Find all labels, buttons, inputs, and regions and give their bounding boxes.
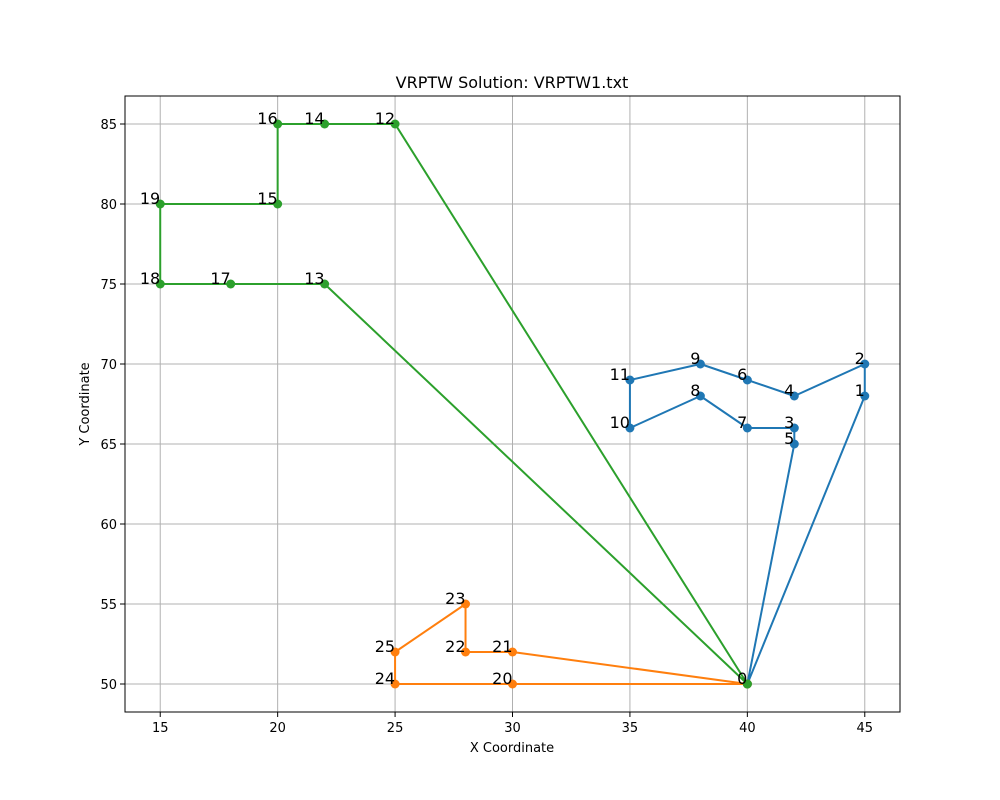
y-tick-label: 55 bbox=[100, 598, 117, 613]
route-1-point bbox=[695, 391, 705, 401]
node-label: 18 bbox=[140, 269, 160, 288]
y-tick-label: 60 bbox=[100, 518, 117, 533]
y-tick-label: 50 bbox=[100, 678, 117, 693]
node-label: 1 bbox=[855, 381, 865, 400]
y-tick-label: 85 bbox=[100, 118, 117, 133]
node-label: 10 bbox=[610, 413, 630, 432]
node-label: 15 bbox=[257, 189, 277, 208]
node-label: 22 bbox=[445, 637, 465, 656]
x-tick-label: 30 bbox=[504, 721, 521, 736]
y-axis-label: Y Coordinate bbox=[78, 362, 93, 446]
x-tick-label: 25 bbox=[387, 721, 404, 736]
node-label: 0 bbox=[737, 669, 747, 688]
route-1-point bbox=[789, 391, 799, 401]
node-label: 11 bbox=[610, 365, 630, 384]
route-1-point bbox=[625, 423, 635, 433]
route-1-point bbox=[789, 439, 799, 449]
node-label: 23 bbox=[445, 589, 465, 608]
y-tick-label: 65 bbox=[100, 438, 117, 453]
node-label: 2 bbox=[855, 349, 865, 368]
route-2-point bbox=[461, 647, 471, 657]
route-1-point bbox=[742, 375, 752, 385]
node-label: 8 bbox=[690, 381, 700, 400]
route-line-2 bbox=[394, 603, 748, 685]
node-label: 21 bbox=[492, 637, 512, 656]
x-tick-label: 40 bbox=[739, 721, 756, 736]
node-label: 9 bbox=[690, 349, 700, 368]
y-tick-label: 75 bbox=[100, 278, 117, 293]
route-2-point bbox=[390, 679, 400, 689]
route-3-point bbox=[320, 119, 330, 129]
route-2-point bbox=[461, 599, 471, 609]
route-2-point bbox=[508, 647, 517, 657]
x-axis-label: X Coordinate bbox=[470, 741, 554, 756]
route-1-point bbox=[860, 359, 870, 369]
node-label: 12 bbox=[375, 109, 395, 128]
x-tick-label: 45 bbox=[856, 721, 873, 736]
route-3-point bbox=[390, 119, 400, 129]
route-3-point bbox=[273, 199, 283, 209]
plot-frame bbox=[124, 95, 901, 713]
route-3-point bbox=[742, 679, 752, 689]
x-tick-label: 20 bbox=[269, 721, 286, 736]
node-label: 20 bbox=[492, 669, 512, 688]
route-1-point bbox=[789, 423, 799, 433]
route-1-point bbox=[695, 359, 705, 369]
route-2-point bbox=[508, 679, 517, 689]
x-tick-label: 15 bbox=[152, 721, 169, 736]
node-label: 17 bbox=[210, 269, 230, 288]
route-3-point bbox=[155, 199, 165, 209]
node-label: 14 bbox=[304, 109, 324, 128]
node-label: 16 bbox=[257, 109, 277, 128]
y-tick-label: 70 bbox=[100, 358, 117, 373]
chart-title: VRPTW Solution: VRPTW1.txt bbox=[396, 73, 629, 92]
label-layer: 0123456789101112131415161718192021222324… bbox=[140, 109, 865, 688]
route-layer bbox=[155, 119, 870, 689]
route-line-3 bbox=[159, 123, 749, 685]
route-2-point bbox=[390, 647, 400, 657]
route-1-point bbox=[860, 391, 870, 401]
grid-layer bbox=[125, 96, 900, 712]
y-tick-label: 80 bbox=[100, 198, 117, 213]
node-label: 13 bbox=[304, 269, 324, 288]
node-label: 6 bbox=[737, 365, 747, 384]
route-1-point bbox=[742, 423, 752, 433]
route-1-point bbox=[625, 375, 635, 385]
node-label: 19 bbox=[140, 189, 160, 208]
node-label: 25 bbox=[375, 637, 395, 656]
node-label: 24 bbox=[375, 669, 395, 688]
route-3-point bbox=[273, 119, 283, 129]
route-3-point bbox=[155, 279, 165, 289]
route-3-point bbox=[320, 279, 330, 289]
node-label: 7 bbox=[737, 413, 747, 432]
node-label: 5 bbox=[784, 429, 794, 448]
x-tick-label: 35 bbox=[622, 721, 639, 736]
route-3-point bbox=[226, 279, 236, 289]
node-label: 4 bbox=[784, 381, 794, 400]
node-label: 3 bbox=[784, 413, 794, 432]
